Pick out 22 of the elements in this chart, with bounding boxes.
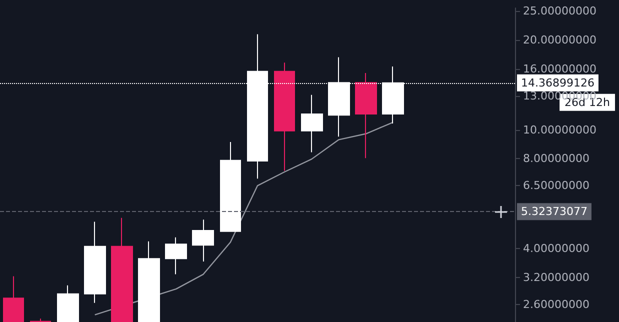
candlestick [220,142,241,232]
candlestick [138,240,160,322]
y-tick-label: 16.00000000 [523,62,596,76]
y-tick-label: 25.00000000 [523,4,596,18]
candlestick [84,221,106,304]
y-tick-label: 8.00000000 [523,152,590,166]
candlestick [57,284,79,322]
candlestick [165,236,187,275]
candlestick [111,217,133,322]
candlestick [355,72,377,159]
candlestick [301,94,323,153]
candlestick [274,62,295,172]
y-tick-label: 20.00000000 [523,33,596,46]
y-tick-label: 4.00000000 [523,242,590,256]
candlestick [192,219,214,262]
ref-line-label: 5.32373077 [521,205,588,218]
y-tick-label: 3.20000000 [523,271,590,284]
ref-line-label: 14.36899126 [521,76,594,90]
y-tick-label: 2.60000000 [523,298,590,311]
candlestick [3,276,24,322]
y-tick-label: 6.50000000 [523,179,590,192]
y-tick-label: 10.00000000 [523,123,596,136]
